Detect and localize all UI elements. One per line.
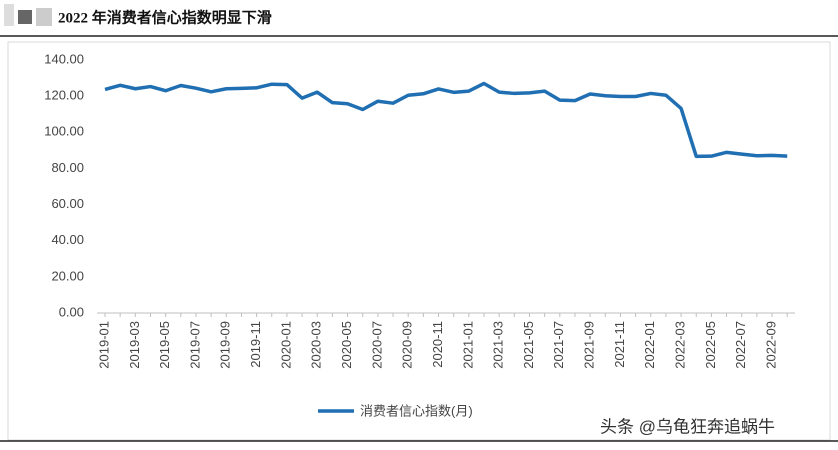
y-tick-label: 120.00 <box>44 88 84 103</box>
chart-title: 2022 年消费者信心指数明显下滑 <box>58 8 272 26</box>
x-tick-label: 2020-03 <box>309 321 324 369</box>
x-tick-label: 2022-05 <box>703 321 718 369</box>
watermark: 头条 @乌龟狂奔追蜗牛 <box>600 417 775 436</box>
y-tick-label: 100.00 <box>44 124 84 139</box>
x-tick-label: 2022-01 <box>642 321 657 369</box>
legend-label: 消费者信心指数(月) <box>360 403 473 418</box>
data-line <box>104 81 788 159</box>
blur-block <box>4 4 14 26</box>
y-tick-label: 0.00 <box>59 304 84 319</box>
x-tick-label: 2019-01 <box>96 321 111 369</box>
y-tick-label: 40.00 <box>51 232 84 247</box>
y-tick-label: 140.00 <box>44 51 84 66</box>
x-tick-label: 2020-07 <box>369 321 384 369</box>
chart-frame <box>7 41 831 441</box>
x-tick-label: 2020-11 <box>430 321 445 368</box>
x-tick-label: 2020-05 <box>339 321 354 369</box>
blur-block <box>18 10 32 24</box>
x-tick-label: 2019-03 <box>127 321 142 369</box>
x-tick-label: 2022-09 <box>763 321 778 369</box>
x-tick-label: 2019-07 <box>187 321 202 369</box>
x-tick-label: 2019-09 <box>218 321 233 369</box>
x-tick-label: 2021-03 <box>491 321 506 369</box>
x-tick-label: 2021-11 <box>612 321 627 368</box>
x-tick-label: 2021-07 <box>551 321 566 369</box>
x-tick-label: 2022-03 <box>673 321 688 369</box>
x-tick-label: 2019-11 <box>248 321 263 368</box>
x-tick-label: 2022-07 <box>733 321 748 369</box>
x-tick-label: 2021-05 <box>521 321 536 369</box>
x-tick-label: 2021-01 <box>460 321 475 369</box>
y-tick-label: 60.00 <box>51 196 84 211</box>
x-tick-label: 2020-01 <box>278 321 293 369</box>
y-tick-label: 80.00 <box>51 160 84 175</box>
y-tick-label: 20.00 <box>51 268 84 283</box>
x-tick-label: 2021-09 <box>582 321 597 369</box>
blur-block <box>36 8 52 26</box>
x-tick-label: 2019-05 <box>157 321 172 369</box>
x-tick-label: 2020-09 <box>400 321 415 369</box>
